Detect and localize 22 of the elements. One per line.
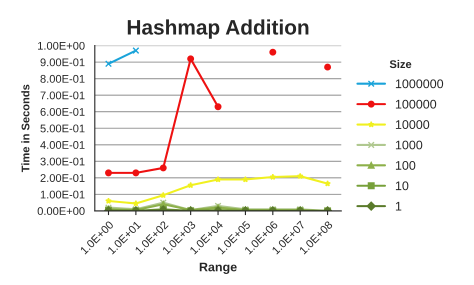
legend-label: 100 [396, 160, 416, 170]
y-tick-label: 6.00E-01 [40, 108, 85, 116]
y-tick-label: 2.00E-01 [40, 174, 85, 182]
y-tick-label: 0.00E+00 [38, 207, 85, 216]
y-tick-label: 7.00E-01 [40, 91, 85, 100]
legend-label: 1000000 [396, 79, 444, 88]
legend-label: 100000 [396, 100, 436, 109]
y-axis-title: Time in Seconds [21, 84, 30, 172]
y-tick-label: 1.00E+00 [38, 42, 85, 50]
y-tick-label: 1.00E-01 [40, 190, 85, 199]
legend-label: 1000 [396, 140, 422, 150]
x-axis-title: Range [200, 262, 237, 274]
y-tick-label: 9.00E-01 [40, 58, 85, 66]
y-tick-label: 4.00E-01 [40, 141, 85, 149]
y-tick-label: 3.00E-01 [40, 158, 85, 166]
chart-title: Hashmap Addition [128, 19, 308, 39]
legend-label: 10000 [396, 120, 430, 130]
legend-title: Size [390, 60, 412, 68]
legend-label: 1 [396, 202, 402, 211]
legend-label: 10 [396, 181, 408, 190]
y-tick-label: 8.00E-01 [40, 74, 85, 83]
y-tick-label: 5.00E-01 [40, 124, 85, 132]
